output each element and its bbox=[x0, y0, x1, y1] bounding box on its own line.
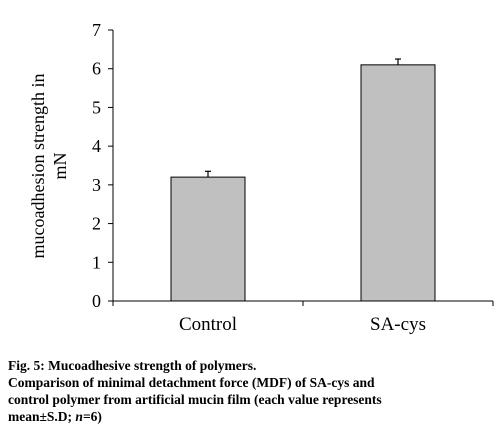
y-tick-label: 4 bbox=[92, 136, 101, 156]
y-tick-label: 3 bbox=[92, 175, 101, 195]
bar-chart: 0 1 2 3 4 5 6 7 Control SA-cys mucoadhesion stren… bbox=[28, 20, 494, 335]
bar-sa-cys bbox=[360, 64, 436, 302]
y-axis-label: mucoadhesion strength in bbox=[28, 74, 48, 259]
caption-text: mean±S.D; bbox=[8, 409, 76, 424]
caption-line: Comparison of minimal detachment force (… bbox=[8, 375, 375, 390]
caption-line: mean±S.D; n=6) bbox=[8, 408, 498, 425]
y-tick-label: 7 bbox=[92, 20, 101, 40]
plot-area: 0 1 2 3 4 5 6 7 Control SA-cys bbox=[92, 20, 494, 335]
y-tick-label: 2 bbox=[92, 214, 101, 234]
bar-control bbox=[170, 176, 246, 302]
y-tick-label: 6 bbox=[92, 59, 101, 79]
y-axis-label-unit: mN bbox=[50, 152, 70, 179]
x-tick-label: Control bbox=[179, 314, 237, 335]
caption-n: n bbox=[75, 409, 83, 424]
caption-text: =6) bbox=[82, 409, 102, 424]
caption-line: control polymer from artificial mucin fi… bbox=[8, 392, 382, 407]
x-tick-label: SA-cys bbox=[370, 314, 426, 335]
caption-title: Fig. 5: Mucoadhesive strength of polymer… bbox=[8, 358, 257, 373]
figure-caption: Fig. 5: Mucoadhesive strength of polymer… bbox=[8, 357, 498, 425]
y-tick-label: 5 bbox=[92, 97, 101, 117]
y-tick-label: 1 bbox=[92, 252, 101, 272]
y-tick-label: 0 bbox=[92, 291, 101, 311]
